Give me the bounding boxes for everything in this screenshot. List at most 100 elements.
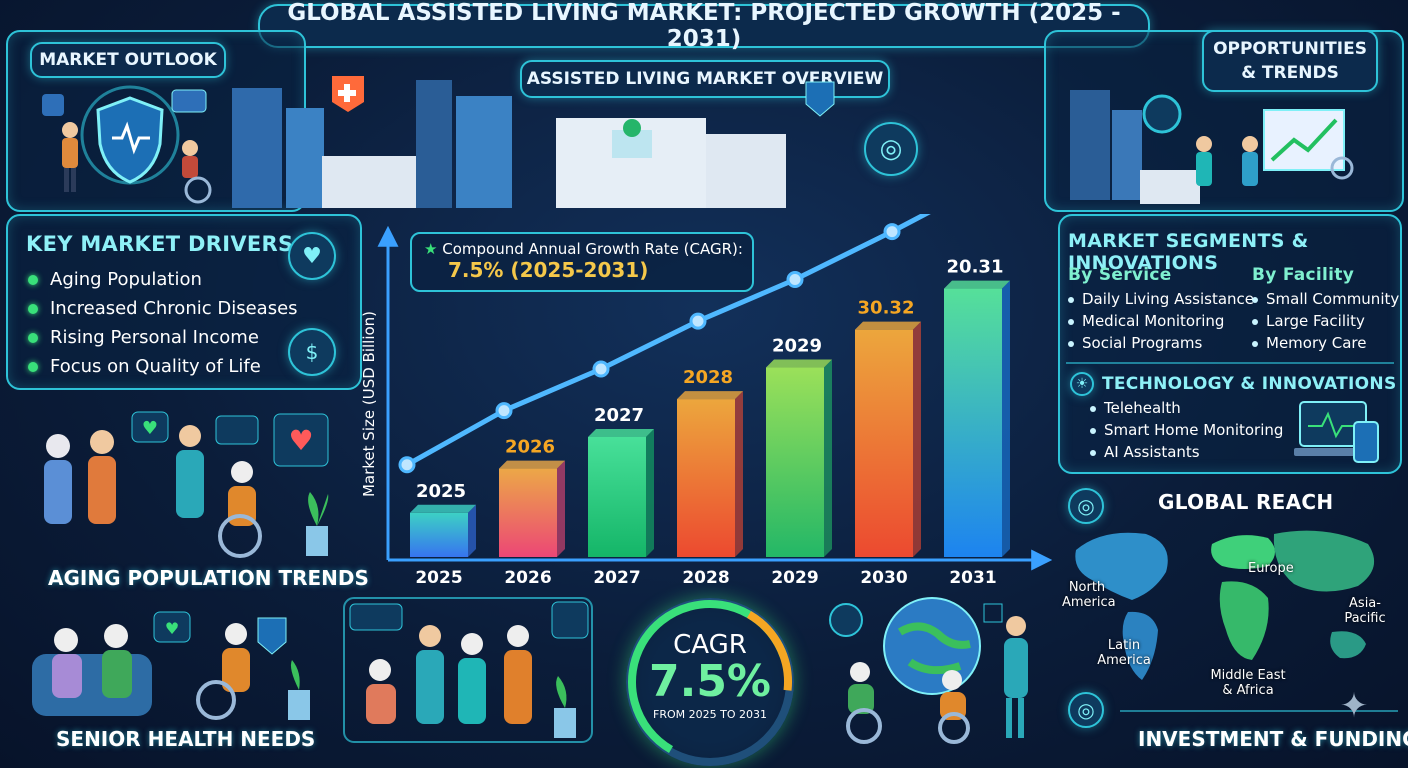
growth-arrow-icon xyxy=(1270,118,1338,162)
bar-data-label: 2027 xyxy=(594,405,644,426)
bar-cap-2027 xyxy=(588,429,654,437)
driver-item: Aging Population xyxy=(28,269,202,290)
investment-divider xyxy=(1120,710,1398,712)
x-tick-label: 2027 xyxy=(593,568,640,588)
trend-point xyxy=(592,360,610,378)
bar-cap-2029 xyxy=(766,359,832,368)
region-label-asia-pacific: Asia-Pacific xyxy=(1344,596,1386,626)
bar-side-2027 xyxy=(646,429,654,557)
cagr-note-line2: 7.5% (2025-2031) xyxy=(448,258,649,282)
bar-side-2025 xyxy=(468,504,476,557)
investment-globe-icon: ◎ xyxy=(1068,692,1104,728)
city-skyline-illustration xyxy=(232,76,835,208)
driver-item: Focus on Quality of Life xyxy=(28,356,261,377)
bar-2029 xyxy=(766,367,824,557)
bar-side-2028 xyxy=(735,391,743,557)
cagr-circle-label: CAGR xyxy=(673,630,747,660)
senior-health-label: SENIOR HEALTH NEEDS xyxy=(56,727,316,751)
x-tick-label: 2031 xyxy=(949,568,996,588)
bar-2025 xyxy=(410,512,468,557)
bar-2031 xyxy=(944,288,1002,557)
bar-data-label: 2026 xyxy=(505,437,555,458)
aging-trends-label: AGING POPULATION TRENDS xyxy=(48,566,369,590)
market-growth-chart: Market Size (USD Billion) 2025 2025 2026 20… xyxy=(360,214,1053,588)
cagr-note-line1: Compound Annual Growth Rate (CAGR): xyxy=(442,240,743,258)
region-label-latin-america: Latin America xyxy=(1097,638,1151,668)
region-label-middle-east-africa: Middle East & Africa xyxy=(1210,668,1286,698)
growth-board xyxy=(1263,109,1345,171)
chat-icon xyxy=(171,89,207,113)
overview-label: ASSISTED LIVING MARKET OVERVIEW xyxy=(520,60,890,98)
heartbeat-badge-icon xyxy=(153,611,191,643)
trend-line xyxy=(405,214,931,467)
region-asia xyxy=(1273,530,1375,592)
by-service-heading: By Service xyxy=(1068,265,1172,285)
service-item: Social Programs xyxy=(1068,334,1202,352)
bar-2030 xyxy=(855,329,913,557)
aging-population-illustration: ♥ ♥ xyxy=(44,411,329,558)
wheelchair-icon xyxy=(184,176,212,204)
bar-data-label: 2029 xyxy=(772,336,822,357)
bar-side-2026 xyxy=(557,460,565,557)
gear-icon xyxy=(829,603,863,637)
heartbeat-icon xyxy=(112,121,150,155)
x-tick-label: 2028 xyxy=(682,568,729,588)
x-tick-label: 2025 xyxy=(415,568,462,588)
svg-text:♥: ♥ xyxy=(288,424,313,457)
heart-chat-icon xyxy=(131,411,169,443)
cagr-circle-sub: FROM 2025 TO 2031 xyxy=(653,708,767,721)
bar-side-2029 xyxy=(824,359,832,557)
wheelchair-icon xyxy=(218,514,262,558)
sparkle-icon: ✦ xyxy=(1339,686,1369,726)
svg-text:♥: ♥ xyxy=(142,418,158,439)
global-care-illustration xyxy=(829,597,1028,744)
trend-point xyxy=(786,271,804,289)
segments-heading: MARKET SEGMENTS & INNOVATIONS xyxy=(1068,230,1309,274)
bar-cap-2028 xyxy=(677,391,743,400)
cagr-ring-progress xyxy=(628,600,792,764)
facility-item: Memory Care xyxy=(1252,334,1367,352)
service-item: Medical Monitoring xyxy=(1068,312,1224,330)
facility-item: Small Community xyxy=(1252,290,1399,308)
driver-item: Increased Chronic Diseases xyxy=(28,298,298,319)
world-map xyxy=(1075,530,1375,680)
x-tick-label: 2029 xyxy=(771,568,818,588)
bar-data-label: 20.31 xyxy=(947,257,1004,278)
care-team-illustration xyxy=(343,597,593,743)
region-europe xyxy=(1211,535,1275,569)
trend-point xyxy=(689,312,707,330)
by-facility-heading: By Facility xyxy=(1252,265,1355,285)
opportunities-label: OPPORTUNITIES & TRENDS xyxy=(1202,30,1378,92)
phone-icon xyxy=(1353,421,1379,463)
bar-data-label: 30.32 xyxy=(858,298,915,319)
bar-side-2030 xyxy=(913,321,921,557)
star-icon: ★ xyxy=(424,240,438,258)
lightbulb-icon: ☀ xyxy=(1070,372,1094,396)
income-hand-icon: $ xyxy=(288,328,336,376)
drivers-heading: KEY MARKET DRIVERS xyxy=(26,232,294,256)
cagr-note: ★ Compound Annual Growth Rate (CAGR): 7.… xyxy=(410,232,754,292)
shield-plus-icon xyxy=(257,617,287,655)
driver-item: Rising Personal Income xyxy=(28,327,259,348)
bar-side-2031 xyxy=(1002,280,1010,557)
region-north-america xyxy=(1075,532,1168,600)
facility-item: Large Facility xyxy=(1252,312,1365,330)
bar-2027 xyxy=(588,437,646,557)
ecg-screen-icon xyxy=(273,413,329,467)
medical-cross-icon xyxy=(623,119,641,137)
svg-text:♥: ♥ xyxy=(165,619,179,638)
page-title: GLOBAL ASSISTED LIVING MARKET: PROJECTED… xyxy=(258,0,1150,52)
technology-item: AI Assistants xyxy=(1090,443,1200,461)
bar-cap-2031 xyxy=(944,280,1010,289)
market-outlook-illustration xyxy=(42,85,212,204)
region-label-north-america: North America xyxy=(1062,580,1116,610)
bar-growth-icon xyxy=(983,603,1003,623)
trend-point xyxy=(883,223,901,241)
bar-2028 xyxy=(677,399,735,557)
people-icon xyxy=(42,94,64,116)
global-reach-heading: GLOBAL REACH xyxy=(1158,490,1334,514)
bar-2026 xyxy=(499,468,557,557)
cagr-circle-value: 7.5% xyxy=(648,656,772,707)
trend-point xyxy=(495,402,513,420)
service-item: Daily Living Assistance xyxy=(1068,290,1254,308)
